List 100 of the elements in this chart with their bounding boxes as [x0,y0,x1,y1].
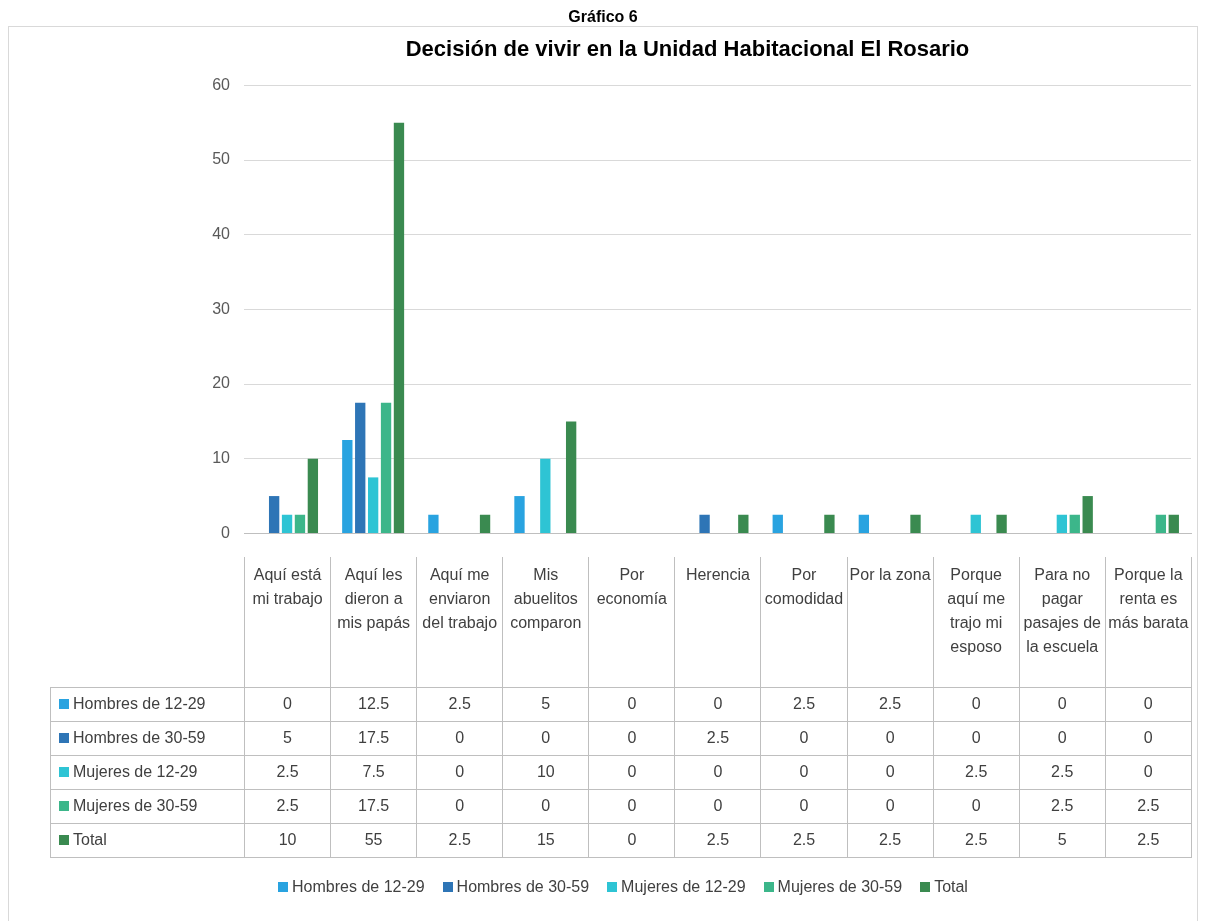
bar [565,421,577,533]
bar [479,514,491,533]
bar [738,514,749,533]
data-label: 2.5 [1019,789,1106,823]
text: Hombres de 30-59 [456,877,590,895]
bar [342,440,353,533]
data-label: 0 [760,789,848,823]
bar [380,402,392,533]
bar [393,122,405,533]
data-label: 0 [933,789,1020,823]
legend-label: Total [933,877,968,896]
data-label: 0 [416,789,503,823]
bar [367,477,379,533]
chart-title: Decisión de vivir en la Unidad Habitacional El Rosario [405,36,970,62]
bar [910,514,921,533]
x-tick-label: Para no pagar pasajes de la escuela [1019,557,1106,687]
data-label: 2.5 [1105,789,1192,823]
text: Total [73,831,107,848]
data-label: 0 [588,687,675,721]
bar [540,458,551,533]
bar [355,402,366,533]
data-label: 0 [847,789,934,823]
bar [1168,514,1179,533]
x-tick-label: Por comodidad [760,557,848,687]
x-tick-label: Herencia [674,557,761,687]
x-tick-label: Aquí está mi trabajo [244,557,331,687]
data-label: 0 [588,721,675,755]
data-label: 0 [1105,755,1192,789]
bar [1069,514,1080,533]
data-label: 2.5 [847,823,934,857]
bar [1155,514,1167,533]
bar [1082,496,1093,533]
data-label: 0 [933,687,1020,721]
text: Mujeres de 12-29 [621,877,746,895]
bar [268,496,280,533]
bar [996,514,1007,533]
data-label: 0 [1105,721,1192,755]
bar [858,514,870,533]
legend-label: Mujeres de 12-29 [50,755,245,789]
data-label: 0 [674,789,761,823]
data-label: 0 [674,687,761,721]
data-label: 0 [244,687,331,721]
data-label: 2.5 [847,687,934,721]
bar [428,514,439,533]
text: Mujeres de 30-59 [777,877,903,895]
y-tick-label: 40 [212,225,231,243]
data-label: 12.5 [330,687,417,721]
data-label: 0 [416,721,503,755]
text: Hombres de 12-29 [292,877,425,895]
data-label: 5 [502,687,589,721]
data-label: 0 [674,755,761,789]
data-label: 0 [847,755,934,789]
y-tick-label: 60 [212,75,231,93]
data-label: 0 [588,755,675,789]
bar [514,496,525,533]
data-label: 2.5 [674,823,761,857]
bar [970,514,981,533]
data-label: 2.5 [933,823,1020,857]
data-label: 0 [1019,687,1106,721]
data-label: 2.5 [760,687,848,721]
y-tick-label: 20 [212,374,231,392]
data-label: 15 [502,823,589,857]
data-label: 2.5 [933,755,1020,789]
x-tick-label: Aquí me enviaron del trabajo [416,557,503,687]
data-label: 2.5 [416,687,503,721]
data-label: 5 [244,721,331,755]
x-tick-label: Mis abuelitos comparon [502,557,589,687]
bar [699,514,710,533]
data-label: 2.5 [416,823,503,857]
x-tick-label: Por economía [588,557,675,687]
data-label: 0 [588,789,675,823]
data-label: 0 [1019,721,1106,755]
legend-label: Hombres de 30-59 [50,721,245,755]
data-label: 0 [933,721,1020,755]
x-tick-label: Por la zona [847,557,934,687]
data-label: 0 [847,721,934,755]
data-label: 0 [588,823,675,857]
bar [772,514,783,533]
data-label: 5 [1019,823,1106,857]
data-label: 2.5 [1019,755,1106,789]
bar [294,514,306,533]
legend-label: Mujeres de 30-59 [50,789,245,823]
data-label: 0 [760,755,848,789]
data-label: 2.5 [244,755,331,789]
data-label: 0 [760,721,848,755]
data-label: 2.5 [760,823,848,857]
x-tick-label: Porque aquí me trajo mi esposo [933,557,1020,687]
data-label: 7.5 [330,755,417,789]
y-tick-label: 30 [212,299,231,317]
bar [281,514,293,533]
y-tick-label: 10 [212,449,231,467]
data-label: 55 [330,823,417,857]
bar [307,458,319,533]
data-label: 2.5 [674,721,761,755]
y-tick-label: 0 [221,523,231,541]
bar [824,514,835,533]
x-tick-label: Porque la renta es más barata [1105,557,1192,687]
data-label: 2.5 [1105,823,1192,857]
data-label: 0 [502,721,589,755]
data-label: 17.5 [330,721,417,755]
